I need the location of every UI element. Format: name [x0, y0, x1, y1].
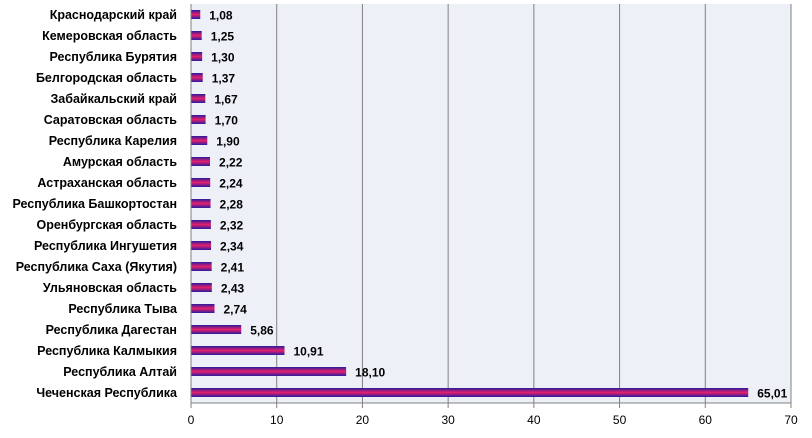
category-label: Забайкальский край [50, 92, 177, 106]
x-tick-label: 40 [527, 413, 541, 427]
category-labels: Краснодарский край Кемеровская область Рес… [12, 8, 178, 400]
data-label: 1,90 [216, 135, 240, 149]
category-label: Республика Тыва [68, 302, 178, 316]
bar [191, 262, 212, 271]
category-label: Республика Алтай [63, 365, 177, 379]
data-label: 5,86 [250, 324, 274, 338]
data-label: 1,30 [211, 51, 235, 65]
data-label: 2,24 [219, 177, 243, 191]
bar [191, 52, 203, 61]
bar [191, 325, 242, 334]
data-label: 10,91 [294, 345, 324, 359]
bar [191, 73, 203, 82]
data-label: 1,37 [212, 72, 236, 86]
category-label: Кемеровская область [42, 29, 177, 43]
bar [191, 10, 201, 19]
plot-area [191, 4, 791, 403]
bar [191, 178, 211, 187]
x-tick-label: 0 [188, 413, 195, 427]
x-axis-ticks: 0 10 20 30 40 50 60 70 [188, 403, 798, 427]
data-label: 2,28 [220, 198, 244, 212]
bar [191, 367, 347, 376]
data-label: 1,67 [214, 93, 238, 107]
data-label: 2,34 [220, 240, 244, 254]
data-label: 2,74 [223, 303, 247, 317]
bar [191, 94, 206, 103]
bar [191, 283, 212, 292]
data-label: 1,70 [215, 114, 239, 128]
data-label: 65,01 [757, 387, 787, 401]
bar [191, 157, 211, 166]
category-label: Республика Дагестан [46, 323, 177, 337]
value-labels: 1,08 1,25 1,30 1,37 1,67 1,70 1,90 2,22 2,24 2,28… [209, 9, 787, 401]
x-tick-label: 30 [441, 413, 455, 427]
category-label: Республика Бурятия [50, 50, 177, 64]
bar [191, 241, 212, 250]
bar [191, 388, 749, 397]
bar [191, 31, 202, 40]
bar [191, 115, 206, 124]
data-label: 2,43 [221, 282, 245, 296]
category-label: Республика Саха (Якутия) [16, 260, 177, 274]
category-label: Белгородская область [36, 71, 177, 85]
category-label: Саратовская область [44, 113, 178, 127]
category-label: Астраханская область [37, 176, 177, 190]
x-tick-label: 50 [613, 413, 627, 427]
category-label: Ульяновская область [43, 281, 177, 295]
x-tick-label: 20 [356, 413, 370, 427]
bar [191, 136, 208, 145]
category-label: Оренбургская область [36, 218, 177, 232]
bar [191, 220, 211, 229]
bar [191, 304, 215, 313]
category-label: Чеченская Республика [36, 386, 178, 400]
category-label: Краснодарский край [50, 8, 177, 22]
bar [191, 346, 285, 355]
data-label: 18,10 [355, 366, 385, 380]
data-label: 2,22 [219, 156, 243, 170]
category-label: Республика Калмыкия [37, 344, 177, 358]
data-label: 1,08 [209, 9, 233, 23]
bar [191, 199, 211, 208]
category-label: Республика Карелия [49, 134, 177, 148]
bars [191, 10, 749, 397]
category-label: Республика Башкортостан [12, 197, 177, 211]
x-tick-label: 70 [784, 413, 798, 427]
x-tick-label: 10 [270, 413, 284, 427]
category-label: Амурская область [63, 155, 177, 169]
gridlines [276, 4, 792, 403]
data-label: 2,41 [221, 261, 245, 275]
x-tick-label: 60 [699, 413, 713, 427]
category-label: Республика Ингушетия [34, 239, 177, 253]
data-label: 2,32 [220, 219, 244, 233]
data-label: 1,25 [211, 30, 235, 44]
